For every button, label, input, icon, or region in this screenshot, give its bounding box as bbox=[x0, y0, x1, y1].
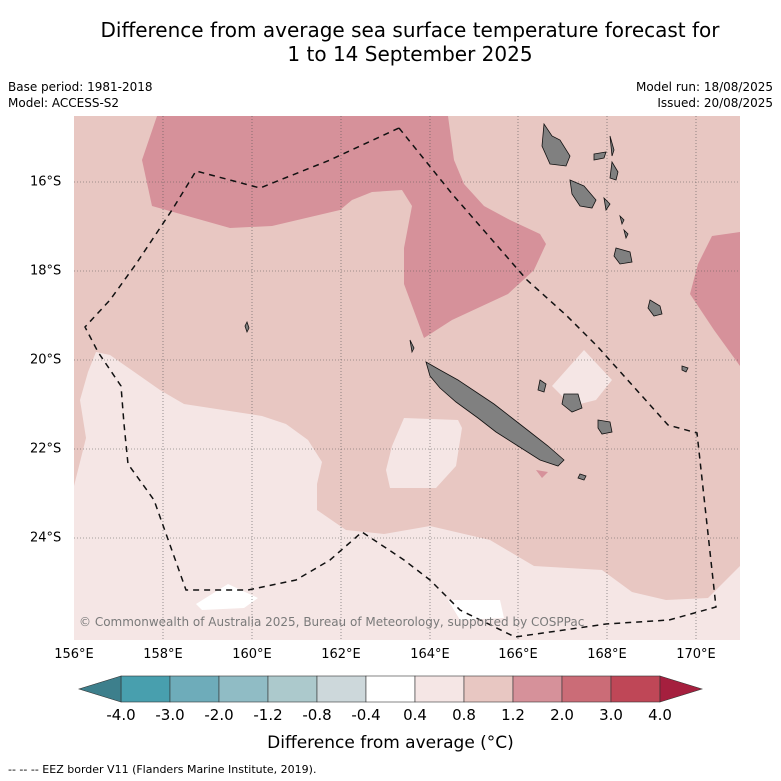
new-caledonia-landmass bbox=[425, 361, 565, 467]
erromango-island bbox=[647, 299, 663, 317]
landmasses bbox=[244, 122, 689, 481]
colorbar-tick-label: 0.8 bbox=[452, 706, 476, 724]
shepherd-islands bbox=[619, 214, 625, 226]
map-title: Difference from average sea surface temp… bbox=[40, 18, 780, 66]
model-run: Model run: 18/08/2025 bbox=[635, 80, 773, 94]
anomaly-band-0-4-0-8-loyalty bbox=[552, 350, 612, 406]
lon-label-168e: 168°E bbox=[587, 647, 627, 662]
lon-label-164e: 164°E bbox=[410, 647, 450, 662]
colorbar-segment bbox=[414, 675, 465, 703]
colorbar-tick-label: -4.0 bbox=[106, 706, 136, 724]
colorbar-tick-label: 3.0 bbox=[599, 706, 623, 724]
colorbar-tick-label: -2.0 bbox=[204, 706, 234, 724]
colorbar-segment bbox=[218, 675, 269, 703]
eez-border-line bbox=[84, 127, 717, 638]
lat-label-24s: 24°S bbox=[30, 530, 62, 546]
colorbar-segment bbox=[169, 675, 220, 703]
lat-label-22s: 22°S bbox=[30, 441, 62, 457]
meta-left: Base period: 1981-2018 Model: ACCESS-S2 bbox=[8, 79, 153, 111]
anomaly-spot bbox=[536, 470, 548, 478]
ouvea-island bbox=[537, 379, 547, 393]
ambae-island bbox=[593, 151, 607, 161]
colorbar-segment bbox=[120, 675, 171, 703]
eez-legend: -- -- -- EEZ border V11 (Flanders Marine… bbox=[8, 763, 317, 776]
colorbar-tick-label: -0.4 bbox=[351, 706, 381, 724]
colorbar-tick-label: 0.4 bbox=[403, 706, 427, 724]
colorbar-segment bbox=[267, 675, 318, 703]
meta-right: Model run: 18/08/2025 Issued: 20/08/2025 bbox=[636, 79, 773, 111]
colorbar-segment bbox=[365, 675, 416, 703]
isle-of-pines bbox=[577, 473, 587, 481]
colorbar-segment bbox=[316, 675, 367, 703]
lon-label-160e: 160°E bbox=[232, 647, 272, 662]
pentecost-island bbox=[609, 160, 619, 181]
colorbar-segment bbox=[463, 675, 514, 703]
colorbar-tick-label: -1.2 bbox=[253, 706, 283, 724]
anomaly-band-0-4-0-8-island bbox=[386, 418, 462, 488]
lon-label-156e: 156°E bbox=[54, 647, 94, 662]
colorbar-tick-label: -3.0 bbox=[155, 706, 185, 724]
anomaly-band-corner bbox=[74, 116, 97, 180]
colorbar-tick-label: -0.8 bbox=[302, 706, 332, 724]
model-name: Model: ACCESS-S2 bbox=[8, 96, 120, 110]
colorbar-under-arrow bbox=[77, 675, 122, 703]
lat-label-20s: 20°S bbox=[30, 352, 62, 368]
lifou-island bbox=[561, 393, 583, 413]
colorbar-segment bbox=[610, 675, 661, 703]
belep-islands bbox=[409, 339, 415, 354]
malekula-island bbox=[569, 179, 597, 209]
title-line-1: Difference from average sea surface temp… bbox=[100, 18, 720, 42]
efate-island bbox=[613, 247, 633, 265]
title-line-2: 1 to 14 September 2025 bbox=[287, 42, 533, 66]
mare-island bbox=[597, 419, 613, 435]
lon-label-162e: 162°E bbox=[321, 647, 361, 662]
espiritu-santo-island bbox=[541, 122, 571, 167]
colorbar bbox=[77, 675, 704, 703]
chesterfield-islands bbox=[244, 320, 250, 334]
colorbar-segment bbox=[512, 675, 563, 703]
lon-label-158e: 158°E bbox=[143, 647, 183, 662]
aneityum-island bbox=[681, 365, 689, 373]
epi-island bbox=[603, 196, 611, 212]
lon-label-166e: 166°E bbox=[498, 647, 538, 662]
colorbar-segment bbox=[561, 675, 612, 703]
copyright-notice: © Commonwealth of Australia 2025, Bureau… bbox=[79, 615, 585, 629]
colorbar-tick-label: 4.0 bbox=[648, 706, 672, 724]
issued-date: Issued: 20/08/2025 bbox=[657, 96, 773, 110]
maewo-island bbox=[609, 135, 615, 157]
colorbar-tick-label: 1.2 bbox=[501, 706, 525, 724]
lat-label-16s: 16°S bbox=[30, 174, 62, 190]
base-period: Base period: 1981-2018 bbox=[8, 80, 153, 94]
anomaly-band-1-2-2-0-east bbox=[690, 232, 740, 366]
anomaly-band-neutral-south-2 bbox=[448, 600, 504, 620]
lat-label-18s: 18°S bbox=[30, 263, 62, 279]
colorbar-title: Difference from average (°C) bbox=[267, 733, 514, 753]
anomaly-band-1-2-2-0-north bbox=[142, 116, 546, 338]
colorbar-tick-label: 2.0 bbox=[550, 706, 574, 724]
anomaly-band-neutral-south bbox=[196, 584, 258, 610]
small-islet bbox=[623, 228, 629, 240]
anomaly-band-0-4-0-8-south bbox=[74, 352, 740, 640]
lon-label-170e: 170°E bbox=[676, 647, 716, 662]
anomaly-field bbox=[74, 116, 740, 640]
colorbar-over-arrow bbox=[659, 675, 704, 703]
